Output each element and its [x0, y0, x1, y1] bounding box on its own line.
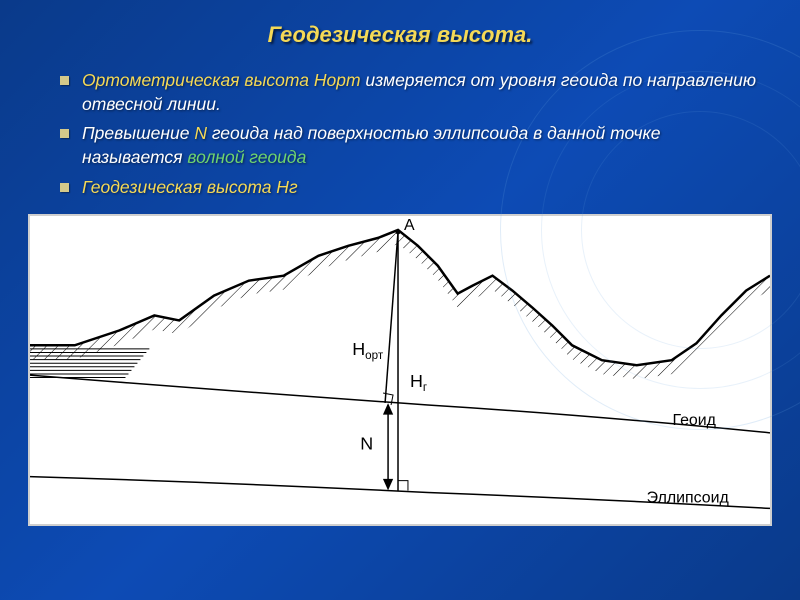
point-a-marker	[396, 230, 401, 235]
bullet-1: Ортометрическая высота Норт измеряется о…	[60, 66, 760, 119]
bullet-2-seg-0: Превышение	[82, 123, 194, 143]
bullet-list: Ортометрическая высота Норт измеряется о…	[0, 48, 800, 202]
geodetic-height-diagram: A Hорт Hг N Геоид Эллипсоид	[30, 216, 770, 524]
label-n: N	[360, 434, 373, 454]
label-ellipsoid: Эллипсоид	[647, 490, 730, 507]
bullet-3: Геодезическая высота Нг	[60, 173, 760, 203]
label-geoid: Геоид	[673, 412, 717, 429]
diagram-container: A Hорт Hг N Геоид Эллипсоид	[28, 214, 772, 526]
bullet-2: Превышение N геоида над поверхностью элл…	[60, 119, 760, 172]
bullet-3-seg-0: Геодезическая высота Нг	[82, 177, 298, 197]
title-text: Геодезическая высота.	[268, 22, 533, 47]
bullet-2-seg-1: N	[194, 123, 212, 143]
bullet-2-seg-3: волной геоида	[187, 147, 306, 167]
point-a-label: A	[404, 217, 415, 234]
slide-title: Геодезическая высота.	[0, 0, 800, 48]
bullet-1-seg-0: Ортометрическая высота Норт	[82, 70, 365, 90]
